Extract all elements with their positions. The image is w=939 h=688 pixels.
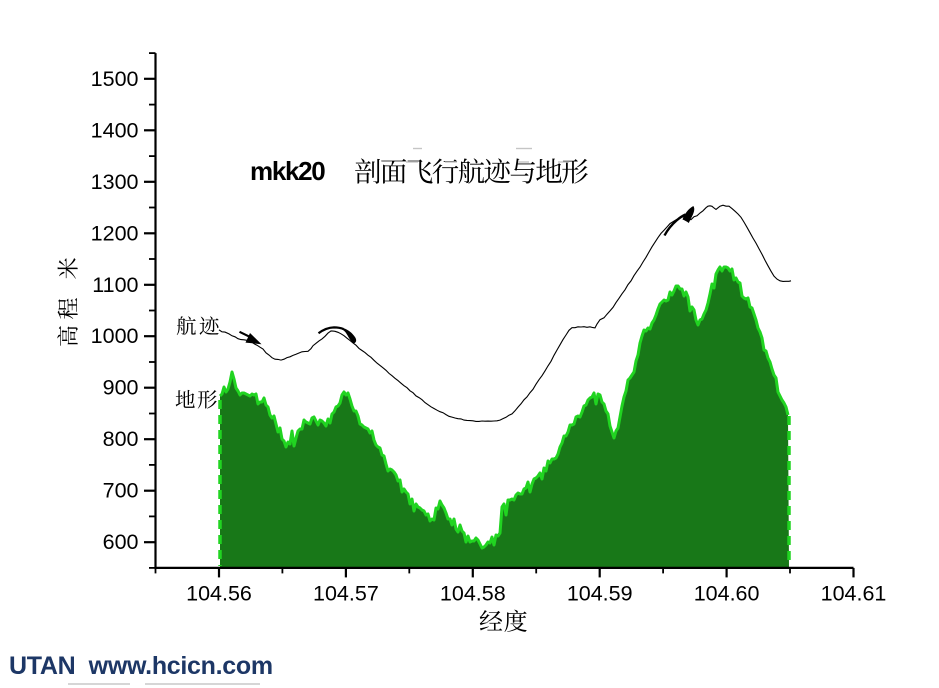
- svg-text:1000: 1000: [91, 324, 139, 348]
- svg-text:104.61: 104.61: [821, 582, 887, 606]
- svg-text:1500: 1500: [91, 67, 139, 91]
- svg-text:900: 900: [103, 376, 139, 400]
- svg-text:104.56: 104.56: [186, 582, 252, 606]
- svg-text:800: 800: [103, 427, 139, 451]
- svg-text:1400: 1400: [91, 118, 139, 142]
- svg-text:UTAN www.hcicn.com: UTAN www.hcicn.com: [9, 652, 273, 680]
- svg-text:104.58: 104.58: [440, 582, 506, 606]
- svg-text:104.57: 104.57: [313, 582, 379, 606]
- svg-text:1100: 1100: [92, 273, 138, 297]
- svg-text:600: 600: [103, 530, 139, 554]
- svg-text:1300: 1300: [91, 170, 139, 194]
- svg-text:104.59: 104.59: [567, 582, 633, 606]
- svg-text:104.60: 104.60: [694, 582, 760, 606]
- svg-text:1200: 1200: [91, 221, 139, 245]
- svg-text:mkk20: mkk20: [250, 156, 325, 186]
- svg-text:700: 700: [103, 479, 139, 503]
